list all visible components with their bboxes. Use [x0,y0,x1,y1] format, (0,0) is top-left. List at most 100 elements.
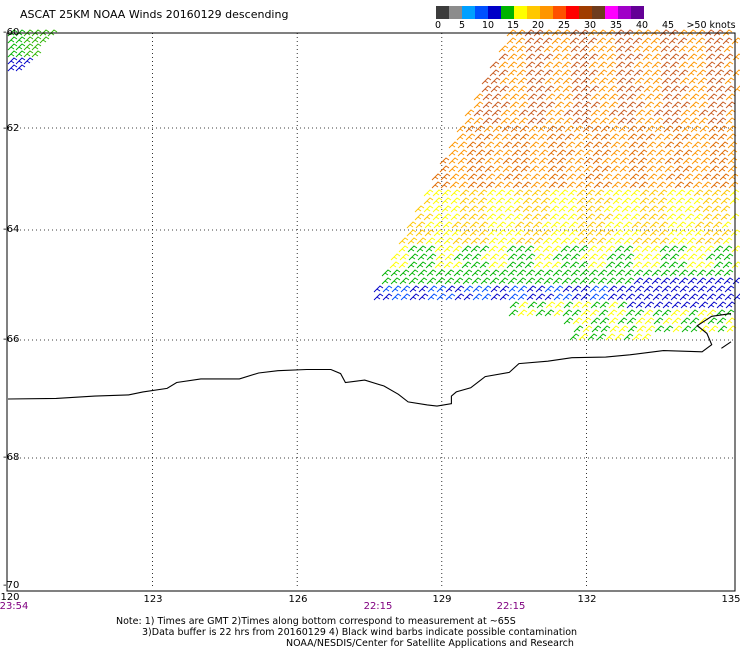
wind-barb [632,37,643,45]
wind-barb [687,45,698,53]
wind-barb [448,149,459,157]
wind-barb [642,253,653,261]
wind-barb [666,197,677,205]
wind-barb [709,141,720,149]
wind-barb [572,93,583,101]
wind-barb [534,61,545,69]
wind-barb [630,189,641,197]
wind-barb [696,45,707,53]
wind-barb [497,237,508,245]
wind-barb [708,125,719,133]
wind-barb [666,189,677,197]
wind-barb [560,237,571,245]
wind-barb [507,61,518,69]
wind-barb [587,237,598,245]
wind-barb [601,157,612,165]
wind-barb [617,109,628,117]
wind-barb [467,181,478,189]
wind-barb [524,261,535,269]
wind-barb [696,53,707,61]
wind-barb [588,253,599,261]
wind-barb [502,165,513,173]
wind-barb [432,197,443,205]
wind-barb [415,221,426,229]
wind-barb [621,205,632,213]
wind-barb [704,237,715,245]
wind-barb [508,293,519,301]
wind-barb [616,293,627,301]
wind-barb [440,173,451,181]
wind-barb [678,61,689,69]
wind-barb [714,69,725,77]
wind-barb [529,165,540,173]
wind-barb [669,253,680,261]
wind-barb [663,133,674,141]
wind-barb [727,141,738,149]
wind-barb [666,205,677,213]
wind-barb [459,213,470,221]
wind-barb [573,125,584,133]
wind-barb [706,85,717,93]
wind-barb [507,269,518,277]
wind-barb [682,141,693,149]
wind-barb [545,101,556,109]
wind-barb [381,277,392,285]
wind-barb [652,77,663,85]
wind-barb [501,125,512,133]
wind-barb [495,213,506,221]
wind-barb [510,125,521,133]
wind-barb [542,245,553,253]
wind-barb [577,221,588,229]
wind-barb [652,285,663,293]
wind-barb [554,109,565,117]
wind-barb [712,229,723,237]
wind-barb [570,253,581,261]
wind-barb [524,245,535,253]
wind-barb [489,69,500,77]
wind-barb [731,261,740,269]
wind-barb [414,213,425,221]
wind-barb [572,109,583,117]
wind-barb [677,261,688,269]
wind-barb [625,285,636,293]
time-label: 22:15 [363,601,393,612]
wind-barb [508,309,519,317]
wind-barb [626,117,637,125]
wind-barb [578,333,589,341]
wind-barb [691,149,702,157]
wind-barb [617,117,628,125]
wind-barb [635,317,646,325]
wind-barb [451,221,462,229]
wind-barb [655,165,666,173]
wind-barb [717,125,728,133]
wind-barb [689,317,700,325]
wind-barb [431,181,442,189]
wind-barb [664,141,675,149]
wind-barb [660,277,671,285]
wind-barb [486,205,497,213]
wind-barb [568,229,579,237]
wind-barb [688,85,699,93]
wind-barb [552,277,563,285]
wind-barb [542,261,553,269]
wind-barb [572,101,583,109]
wind-barb [634,293,645,301]
wind-barb [409,285,420,293]
wind-barb [624,277,635,285]
wind-barb [723,45,734,53]
wind-barb [465,125,476,133]
wind-barb [481,77,492,85]
wind-barb [511,157,522,165]
wind-barb [693,213,704,221]
wind-barb [715,285,726,293]
wind-barb [450,205,461,213]
wind-barb [728,181,739,189]
wind-barb [536,117,547,125]
wind-barb [535,309,546,317]
wind-barb [706,285,717,293]
wind-barb [607,85,618,93]
wind-barb [638,181,649,189]
wind-barb [509,109,520,117]
wind-barb [717,133,728,141]
wind-barb [620,173,631,181]
